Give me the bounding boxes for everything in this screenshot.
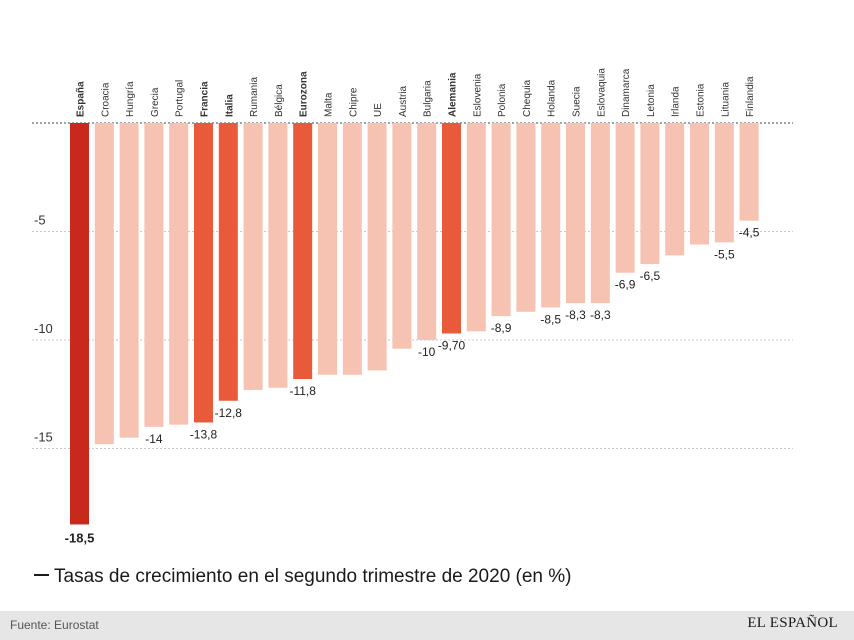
y-tick-label: -15 [34, 430, 53, 445]
data-label: -10 [418, 345, 436, 359]
bar [417, 123, 437, 340]
category-label: Malta [324, 92, 335, 117]
footer: Fuente: Eurostat EL ESPAÑOL [0, 611, 854, 640]
bar [243, 123, 263, 390]
category-label: Estonia [696, 83, 707, 117]
brand-logo: EL ESPAÑOL [747, 615, 838, 631]
category-label: Rumania [249, 77, 260, 117]
data-labels: -18,5-14 -13,8-12,8-11,8-10 -9,70-8,9-8,5-… [65, 226, 760, 546]
category-label: Portugal [175, 80, 186, 117]
data-label: -8,5 [540, 312, 561, 326]
bar [218, 123, 238, 401]
category-label: Suecia [572, 86, 583, 117]
category-label: España [76, 81, 87, 117]
category-label: Letonia [646, 84, 657, 117]
bar [615, 123, 635, 273]
category-label: Irlanda [671, 86, 682, 117]
bar [318, 123, 337, 375]
category-label: Alemania [448, 72, 459, 117]
bar [367, 123, 387, 371]
bar-chart: -18,5-14 -13,8-12,8-11,8-10 -9,70-8,9-8,5-… [32, 68, 793, 546]
category-label: Eurozona [299, 71, 310, 117]
data-label: -4,5 [739, 226, 760, 240]
category-label: Chipre [348, 87, 359, 117]
data-label: -18,5 [65, 530, 95, 545]
data-label: -9,70 [438, 338, 466, 352]
category-label: Grecia [150, 87, 161, 117]
bar [442, 123, 461, 334]
data-label: -13,8 [190, 427, 218, 441]
bar [194, 123, 213, 423]
bar [640, 123, 660, 265]
bar [94, 123, 114, 445]
data-label: -11,8 [289, 384, 316, 398]
bar [144, 123, 164, 427]
category-label: Bélgica [274, 84, 285, 117]
category-label: Italia [224, 94, 235, 117]
category-label: Finlandia [745, 76, 756, 117]
bar [690, 123, 709, 245]
bar [714, 123, 734, 243]
y-axis-ticks: -5 -10 -15 [34, 213, 53, 445]
y-tick-label: -10 [34, 321, 53, 336]
data-label: -5,5 [714, 247, 735, 261]
bar [293, 123, 313, 380]
bar [70, 123, 89, 525]
bars [70, 123, 759, 525]
category-label: Dinamarca [621, 68, 632, 117]
category-labels: España Croacia Hungría Grecia Portugal Franci… [76, 68, 757, 117]
category-label: Polonia [497, 83, 508, 117]
category-label: UE [373, 103, 384, 117]
bar [268, 123, 288, 388]
category-label: Croacia [100, 82, 111, 117]
category-label: Holanda [547, 79, 558, 117]
bar [516, 123, 536, 312]
category-label: Chequia [522, 79, 533, 117]
legend-dash [34, 573, 49, 576]
bar [590, 123, 610, 304]
category-label: Eslovaquia [596, 68, 607, 117]
data-label: -12,8 [215, 406, 243, 420]
category-label: Austria [398, 85, 409, 117]
category-label: Lituania [720, 82, 731, 117]
data-label: -8,9 [491, 321, 512, 335]
bar [466, 123, 486, 332]
category-label: Bulgaria [423, 80, 434, 117]
data-label: -8,3 [565, 308, 586, 322]
category-label: Eslovenia [472, 73, 483, 117]
data-label: -6,9 [615, 278, 636, 292]
bar [739, 123, 759, 221]
category-label: Francia [200, 81, 211, 117]
y-tick-label: -5 [34, 213, 46, 228]
source-text: Fuente: Eurostat [10, 618, 99, 632]
bar [491, 123, 511, 317]
bar [541, 123, 561, 308]
data-label: -8,3 [590, 308, 611, 322]
legend-text: Tasas de crecimiento en el segundo trime… [54, 566, 572, 587]
data-label: -14 [145, 432, 163, 446]
category-label: Hungría [125, 81, 136, 117]
bar [566, 123, 585, 304]
legend: Tasas de crecimiento en el segundo trime… [34, 566, 572, 588]
bar [119, 123, 139, 438]
bar [169, 123, 189, 425]
gridlines [32, 122, 793, 449]
bar [665, 123, 685, 256]
data-label: -6,5 [640, 269, 661, 283]
bar [342, 123, 362, 375]
bar [392, 123, 412, 349]
